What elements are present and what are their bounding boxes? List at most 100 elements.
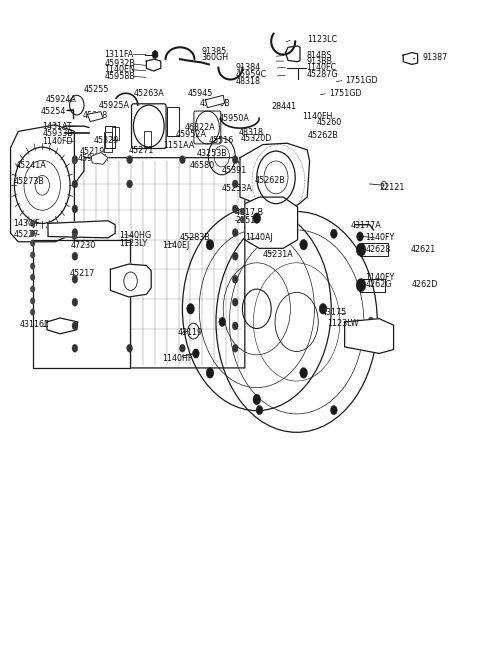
Circle shape: [219, 317, 226, 327]
Circle shape: [253, 394, 261, 405]
Text: 43T35: 43T35: [46, 222, 71, 231]
Circle shape: [187, 304, 194, 314]
Circle shape: [232, 252, 238, 260]
Polygon shape: [286, 46, 300, 62]
Text: 45959C: 45959C: [235, 70, 266, 79]
Circle shape: [30, 230, 35, 237]
Text: 45938: 45938: [83, 111, 108, 120]
Circle shape: [232, 344, 238, 352]
Circle shape: [232, 229, 238, 237]
Polygon shape: [240, 143, 310, 210]
Text: 45924A: 45924A: [46, 95, 76, 104]
Circle shape: [319, 304, 327, 314]
Circle shape: [72, 275, 78, 283]
Circle shape: [256, 405, 263, 415]
Text: 1140HG: 1140HG: [119, 231, 151, 240]
Text: 45516: 45516: [209, 136, 234, 145]
Text: 1430JF: 1430JF: [13, 219, 40, 228]
Text: 43253B: 43253B: [197, 149, 228, 158]
Circle shape: [72, 233, 77, 240]
Text: 1431AT: 1431AT: [42, 122, 72, 131]
Circle shape: [127, 344, 132, 352]
Circle shape: [300, 239, 308, 250]
Text: 45262B: 45262B: [307, 131, 338, 141]
Circle shape: [72, 252, 78, 260]
Text: 1123LC: 1123LC: [307, 35, 337, 44]
Circle shape: [72, 322, 78, 330]
Text: 43119: 43119: [178, 328, 203, 337]
Circle shape: [30, 240, 35, 246]
Circle shape: [152, 51, 158, 58]
Text: 1140FY: 1140FY: [365, 233, 394, 242]
Circle shape: [30, 309, 35, 315]
Circle shape: [30, 263, 35, 269]
Text: 4262D: 4262D: [412, 280, 438, 289]
Text: 814BS: 814BS: [306, 51, 332, 60]
Circle shape: [368, 317, 374, 327]
Text: 1151AA: 1151AA: [163, 141, 194, 150]
Text: 1140FY: 1140FY: [365, 273, 394, 282]
Circle shape: [30, 286, 35, 292]
Polygon shape: [403, 53, 418, 64]
Circle shape: [232, 275, 238, 283]
Text: 48318: 48318: [235, 77, 260, 86]
Text: 1140FD: 1140FD: [42, 137, 73, 146]
Circle shape: [232, 298, 238, 306]
Text: 45320D: 45320D: [241, 134, 272, 143]
Text: 21513: 21513: [235, 216, 261, 225]
Circle shape: [232, 205, 238, 213]
Text: 45262B: 45262B: [254, 175, 285, 185]
Text: 48318: 48318: [239, 127, 264, 137]
Text: 45950A: 45950A: [218, 114, 249, 123]
Polygon shape: [345, 319, 394, 353]
Circle shape: [72, 180, 78, 188]
Circle shape: [30, 220, 35, 227]
Text: 45952A: 45952A: [175, 130, 206, 139]
Text: 45273B: 45273B: [13, 177, 44, 187]
Circle shape: [206, 239, 214, 250]
Circle shape: [300, 368, 308, 378]
Text: 46322A: 46322A: [185, 123, 216, 132]
Circle shape: [127, 156, 132, 164]
Polygon shape: [48, 221, 115, 238]
Circle shape: [30, 274, 35, 281]
Circle shape: [72, 158, 77, 164]
Text: 45957A: 45957A: [78, 154, 109, 163]
Polygon shape: [11, 125, 74, 242]
Circle shape: [180, 156, 185, 164]
Circle shape: [240, 216, 245, 223]
Text: 45219: 45219: [79, 147, 105, 156]
Polygon shape: [146, 59, 161, 71]
Text: 45933B: 45933B: [42, 129, 73, 138]
Text: 45254: 45254: [41, 106, 66, 116]
Text: 913BB: 913BB: [306, 57, 332, 66]
Text: 45260: 45260: [317, 118, 342, 127]
Text: 91387: 91387: [422, 53, 448, 62]
Text: 43175: 43175: [322, 308, 347, 317]
Circle shape: [206, 368, 214, 378]
Text: 1140AJ: 1140AJ: [245, 233, 273, 242]
Circle shape: [72, 298, 78, 306]
Text: 1751GD: 1751GD: [346, 76, 378, 85]
Text: 45932B: 45932B: [105, 59, 135, 68]
Text: 45925A: 45925A: [98, 101, 130, 110]
Circle shape: [127, 180, 132, 188]
Text: 1140FH: 1140FH: [302, 112, 333, 121]
Text: 45940B: 45940B: [199, 99, 230, 108]
Text: 45217: 45217: [70, 269, 95, 278]
Circle shape: [356, 243, 366, 256]
Circle shape: [253, 213, 261, 223]
Text: 360GH: 360GH: [202, 53, 229, 62]
Circle shape: [240, 208, 245, 215]
Polygon shape: [33, 240, 130, 368]
Circle shape: [232, 322, 238, 330]
Text: 4317 B: 4317 B: [235, 208, 264, 217]
Circle shape: [192, 349, 199, 358]
Text: 45253A: 45253A: [222, 184, 252, 193]
Text: 1123LW: 1123LW: [327, 319, 359, 328]
Circle shape: [30, 298, 35, 304]
Text: 42621: 42621: [410, 245, 436, 254]
Text: 45241A: 45241A: [15, 161, 46, 170]
Text: 45271: 45271: [129, 146, 154, 155]
Circle shape: [232, 180, 238, 188]
